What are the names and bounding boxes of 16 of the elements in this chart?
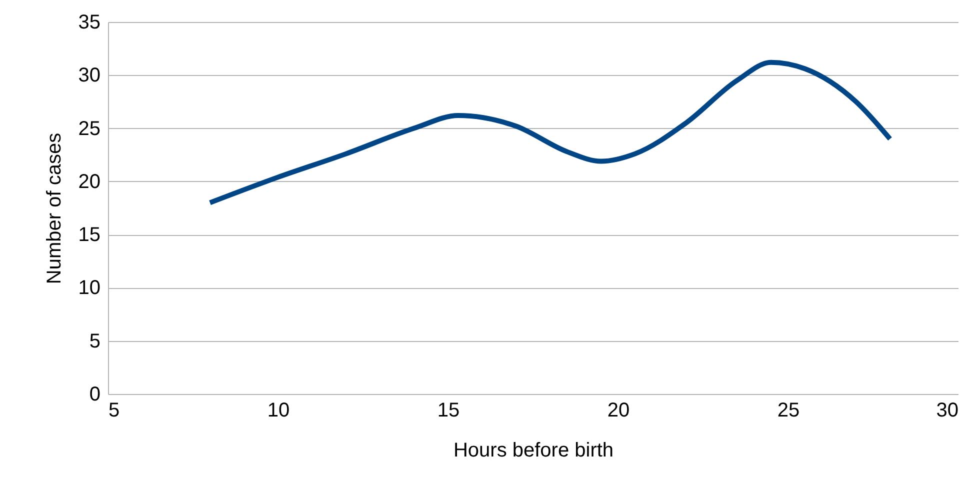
- y-tick-label: 35: [78, 12, 100, 34]
- x-tick-label: 25: [777, 400, 800, 422]
- x-tick-label: 5: [108, 400, 120, 422]
- y-tick-label: 5: [89, 330, 100, 352]
- y-tick-label: 15: [78, 224, 100, 246]
- x-tick-label: 30: [936, 400, 958, 422]
- x-tick-label: 20: [607, 400, 630, 422]
- y-tick-label: 0: [89, 384, 100, 406]
- y-tick-label: 30: [78, 64, 100, 87]
- y-tick-label: 25: [78, 118, 100, 140]
- y-tick-label: 10: [78, 277, 100, 300]
- x-tick-label: 15: [437, 400, 460, 422]
- y-tick-label: 20: [78, 170, 100, 193]
- x-tick-label: 10: [267, 400, 290, 422]
- y-axis-title: Number of cases: [43, 132, 66, 284]
- x-axis-title: Hours before birth: [453, 440, 614, 462]
